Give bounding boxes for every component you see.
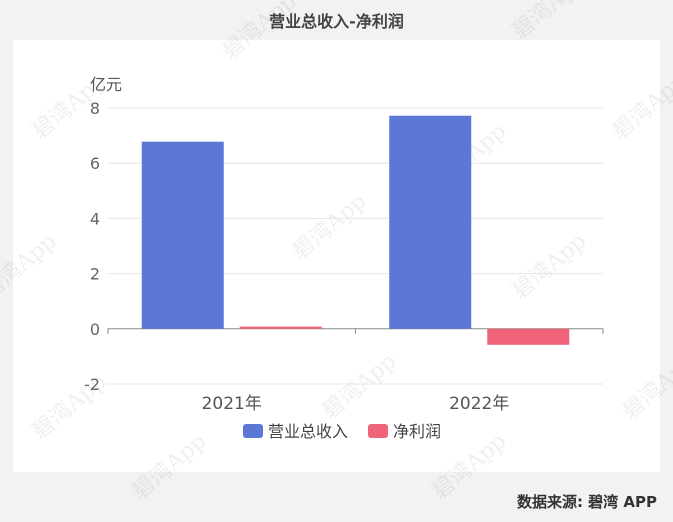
y-tick-label: 2 (90, 265, 100, 284)
bar-revenue (389, 115, 472, 329)
y-tick-label: 8 (90, 99, 100, 118)
watermark-text: 碧湾App (608, 69, 673, 145)
legend-label: 净利润 (393, 422, 441, 441)
y-tick-label: -2 (84, 375, 100, 394)
chart-panel (13, 40, 660, 472)
watermark-text: 碧湾App (218, 0, 302, 65)
watermark-text: 碧湾App (288, 189, 372, 265)
y-tick-label: 6 (90, 154, 100, 173)
legend-label: 营业总收入 (268, 422, 348, 441)
data-source-label: 数据来源: 碧湾 APP (516, 493, 657, 511)
watermark-text: 碧湾App (318, 349, 402, 425)
y-tick-label: 0 (90, 320, 100, 339)
watermark-text: 碧湾App (0, 229, 61, 305)
bar-net-profit (487, 328, 570, 345)
watermark-text: 碧湾App (508, 229, 592, 305)
legend-swatch (243, 424, 263, 438)
y-tick-label: 4 (90, 209, 100, 228)
y-axis-unit-label: 亿元 (90, 75, 122, 94)
watermark-text: 碧湾App (508, 0, 592, 45)
watermark-text: 碧湾App (618, 349, 673, 425)
bar-revenue (141, 141, 224, 329)
x-tick-label: 2021年 (202, 394, 262, 414)
legend-swatch (368, 424, 388, 438)
chart-title: 营业总收入-净利润 (269, 12, 404, 31)
watermark-text: 碧湾App (128, 429, 212, 505)
bar-net-profit (239, 326, 322, 329)
x-tick-label: 2022年 (449, 394, 509, 414)
